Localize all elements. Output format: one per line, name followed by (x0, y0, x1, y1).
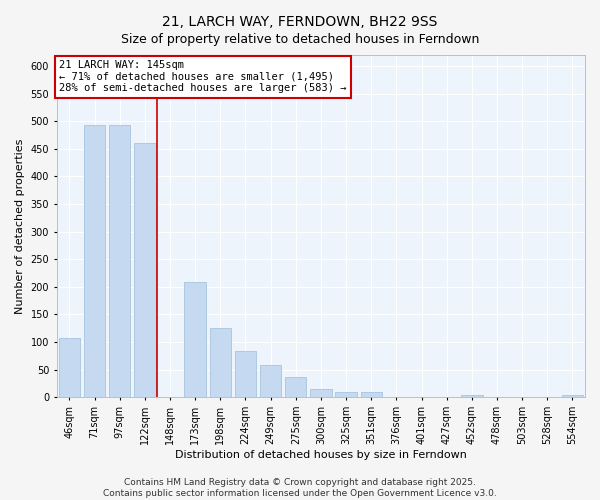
Y-axis label: Number of detached properties: Number of detached properties (15, 138, 25, 314)
Bar (209, 328, 231, 398)
X-axis label: Distribution of detached houses by size in Ferndown: Distribution of detached houses by size … (175, 450, 467, 460)
Bar (285, 377, 307, 398)
Text: 21 LARCH WAY: 145sqm
← 71% of detached houses are smaller (1,495)
28% of semi-de: 21 LARCH WAY: 145sqm ← 71% of detached h… (59, 60, 347, 94)
Bar (235, 352, 256, 398)
Bar (109, 125, 130, 398)
Bar (184, 282, 206, 398)
Bar (260, 366, 281, 398)
Text: Contains HM Land Registry data © Crown copyright and database right 2025.
Contai: Contains HM Land Registry data © Crown c… (103, 478, 497, 498)
Bar (134, 144, 155, 398)
Bar (310, 389, 332, 398)
Text: Size of property relative to detached houses in Ferndown: Size of property relative to detached ho… (121, 32, 479, 46)
Bar (59, 338, 80, 398)
Bar (335, 392, 357, 398)
Bar (361, 392, 382, 398)
Bar (562, 394, 583, 398)
Bar (84, 125, 105, 398)
Text: 21, LARCH WAY, FERNDOWN, BH22 9SS: 21, LARCH WAY, FERNDOWN, BH22 9SS (163, 15, 437, 29)
Bar (461, 394, 482, 398)
